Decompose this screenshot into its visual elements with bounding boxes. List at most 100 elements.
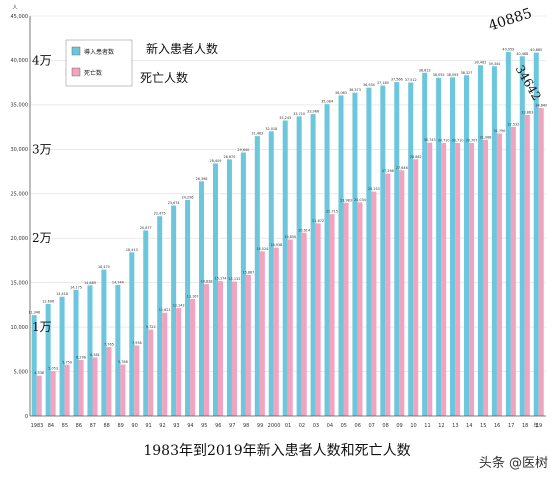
bar-new-patients bbox=[436, 77, 442, 416]
x-tick-label: 13 bbox=[452, 423, 458, 429]
data-label-new: 36,934 bbox=[363, 83, 375, 87]
x-tick-label: 1983 bbox=[31, 423, 44, 429]
data-label-death: 27,646 bbox=[396, 166, 408, 170]
bar-new-patients bbox=[477, 65, 483, 416]
bar-deaths bbox=[343, 202, 349, 416]
annotation-last-death: 34642 bbox=[513, 63, 544, 103]
x-tick-label: 96 bbox=[215, 423, 221, 429]
data-label-death: 20,614 bbox=[298, 228, 310, 232]
data-label-death: 31,790 bbox=[493, 129, 505, 133]
watermark: 头条 @医树 bbox=[478, 456, 548, 471]
bar-new-patients bbox=[226, 159, 232, 416]
x-tick-label: 93 bbox=[173, 423, 179, 429]
bar-new-patients bbox=[268, 131, 274, 416]
bar-new-patients bbox=[87, 285, 93, 416]
bar-new-patients bbox=[491, 66, 497, 416]
x-tick-label: 2000 bbox=[268, 423, 281, 429]
bar-deaths bbox=[510, 126, 516, 417]
bar-deaths bbox=[245, 274, 251, 416]
bar-new-patients bbox=[338, 95, 344, 416]
bar-deaths bbox=[413, 159, 419, 416]
data-label-new: 31,483 bbox=[251, 132, 263, 136]
data-label-new: 22,475 bbox=[154, 212, 166, 216]
data-label-new: 14,689 bbox=[84, 281, 96, 285]
bar-deaths bbox=[371, 191, 377, 416]
bar-new-patients bbox=[240, 152, 246, 417]
data-label-death: 4,536 bbox=[34, 371, 44, 375]
bar-new-patients bbox=[199, 181, 205, 416]
bar-new-patients bbox=[505, 51, 511, 417]
data-label-new: 14,175 bbox=[70, 286, 82, 290]
x-tick-label: 09 bbox=[396, 423, 402, 429]
data-label-new: 40,959 bbox=[502, 47, 514, 51]
data-label-death: 25,253 bbox=[368, 187, 380, 191]
bar-new-patients bbox=[422, 72, 428, 417]
data-label-new: 37,566 bbox=[391, 78, 403, 82]
data-label-death: 11,621 bbox=[159, 308, 171, 312]
data-label-death: 5,053 bbox=[48, 367, 58, 371]
y-wan-label: 4万 bbox=[32, 53, 52, 67]
y-wan-annotations: 4万 3万 2万 1万 bbox=[32, 53, 52, 334]
data-label-new: 24,296 bbox=[182, 196, 194, 200]
bar-deaths bbox=[441, 143, 447, 416]
data-label-death: 5,759 bbox=[62, 360, 72, 364]
x-tick-label: 85 bbox=[62, 423, 68, 429]
data-label-new: 39,462 bbox=[475, 61, 487, 65]
x-axis-ticks: 1983 84 85 86 87 88 89 90 91 92 93 94 95 96 97 98 99 2000… bbox=[31, 423, 543, 429]
y-tick-label: 20,000 bbox=[11, 236, 29, 242]
y-tick-label: 45,000 bbox=[11, 14, 29, 20]
data-label-new: 40,885 bbox=[530, 48, 542, 52]
data-label-new: 37,180 bbox=[377, 81, 389, 85]
bar-new-patients bbox=[129, 252, 135, 416]
data-label-death: 27,266 bbox=[382, 169, 394, 173]
bar-new-patients bbox=[366, 87, 372, 416]
data-label-death: 15,887 bbox=[242, 270, 254, 274]
bar-deaths bbox=[64, 364, 70, 416]
data-label-new: 28,870 bbox=[223, 155, 235, 159]
data-label-death: 7,936 bbox=[132, 341, 142, 345]
data-label-new: 38,613 bbox=[419, 68, 431, 72]
x-tick-label: 99 bbox=[257, 423, 263, 429]
x-tick-label: 90 bbox=[131, 423, 137, 429]
y-tick-label: 35,000 bbox=[11, 103, 29, 109]
bar-new-patients bbox=[296, 116, 302, 416]
bar-deaths bbox=[329, 214, 335, 416]
data-label-new: 33,243 bbox=[279, 116, 291, 120]
data-label-new: 35,084 bbox=[321, 100, 333, 104]
data-label-death: 6,581 bbox=[90, 353, 100, 357]
bar-deaths bbox=[148, 329, 154, 416]
data-label-new: 37,512 bbox=[405, 78, 417, 82]
bar-deaths bbox=[315, 223, 321, 416]
bar-new-patients bbox=[450, 77, 456, 416]
x-tick-label: 97 bbox=[229, 423, 235, 429]
bar-new-patients bbox=[394, 82, 400, 416]
x-tick-label: 07 bbox=[368, 423, 374, 429]
bar-deaths bbox=[92, 357, 98, 416]
y-tick-label: 40,000 bbox=[11, 58, 29, 64]
x-tick-label: 03 bbox=[313, 423, 319, 429]
bar-deaths bbox=[217, 281, 224, 416]
bar-deaths bbox=[273, 247, 279, 416]
data-label-new: 26,398 bbox=[196, 177, 208, 181]
x-tick-label: 02 bbox=[299, 423, 305, 429]
bar-new-patients bbox=[185, 200, 191, 416]
data-label-new: 16,470 bbox=[98, 265, 110, 269]
y-tick-label: 30,000 bbox=[11, 147, 29, 153]
x-tick-label: 12 bbox=[438, 423, 444, 429]
x-tick-label: 98 bbox=[243, 423, 249, 429]
bar-new-patients bbox=[73, 290, 79, 416]
data-label-death: 23,983 bbox=[340, 198, 352, 202]
bars: 11,346 4,536 12,606 5,053 13,418 5,759 14,175 6… bbox=[28, 47, 547, 417]
legend-label-death: 死亡数 bbox=[84, 69, 102, 77]
data-label-new: 12,606 bbox=[42, 299, 54, 303]
data-label-death: 7,765 bbox=[104, 342, 114, 346]
bar-deaths bbox=[301, 232, 307, 416]
y-tick-label: 5,000 bbox=[14, 369, 28, 375]
bar-deaths bbox=[385, 173, 391, 416]
bar-deaths bbox=[524, 114, 530, 417]
data-label-new: 23,674 bbox=[168, 201, 180, 205]
bar-new-patients bbox=[157, 216, 163, 416]
x-tick-label: 87 bbox=[90, 423, 96, 429]
bar-new-patients bbox=[324, 104, 330, 417]
data-label-death: 13,167 bbox=[187, 294, 199, 298]
